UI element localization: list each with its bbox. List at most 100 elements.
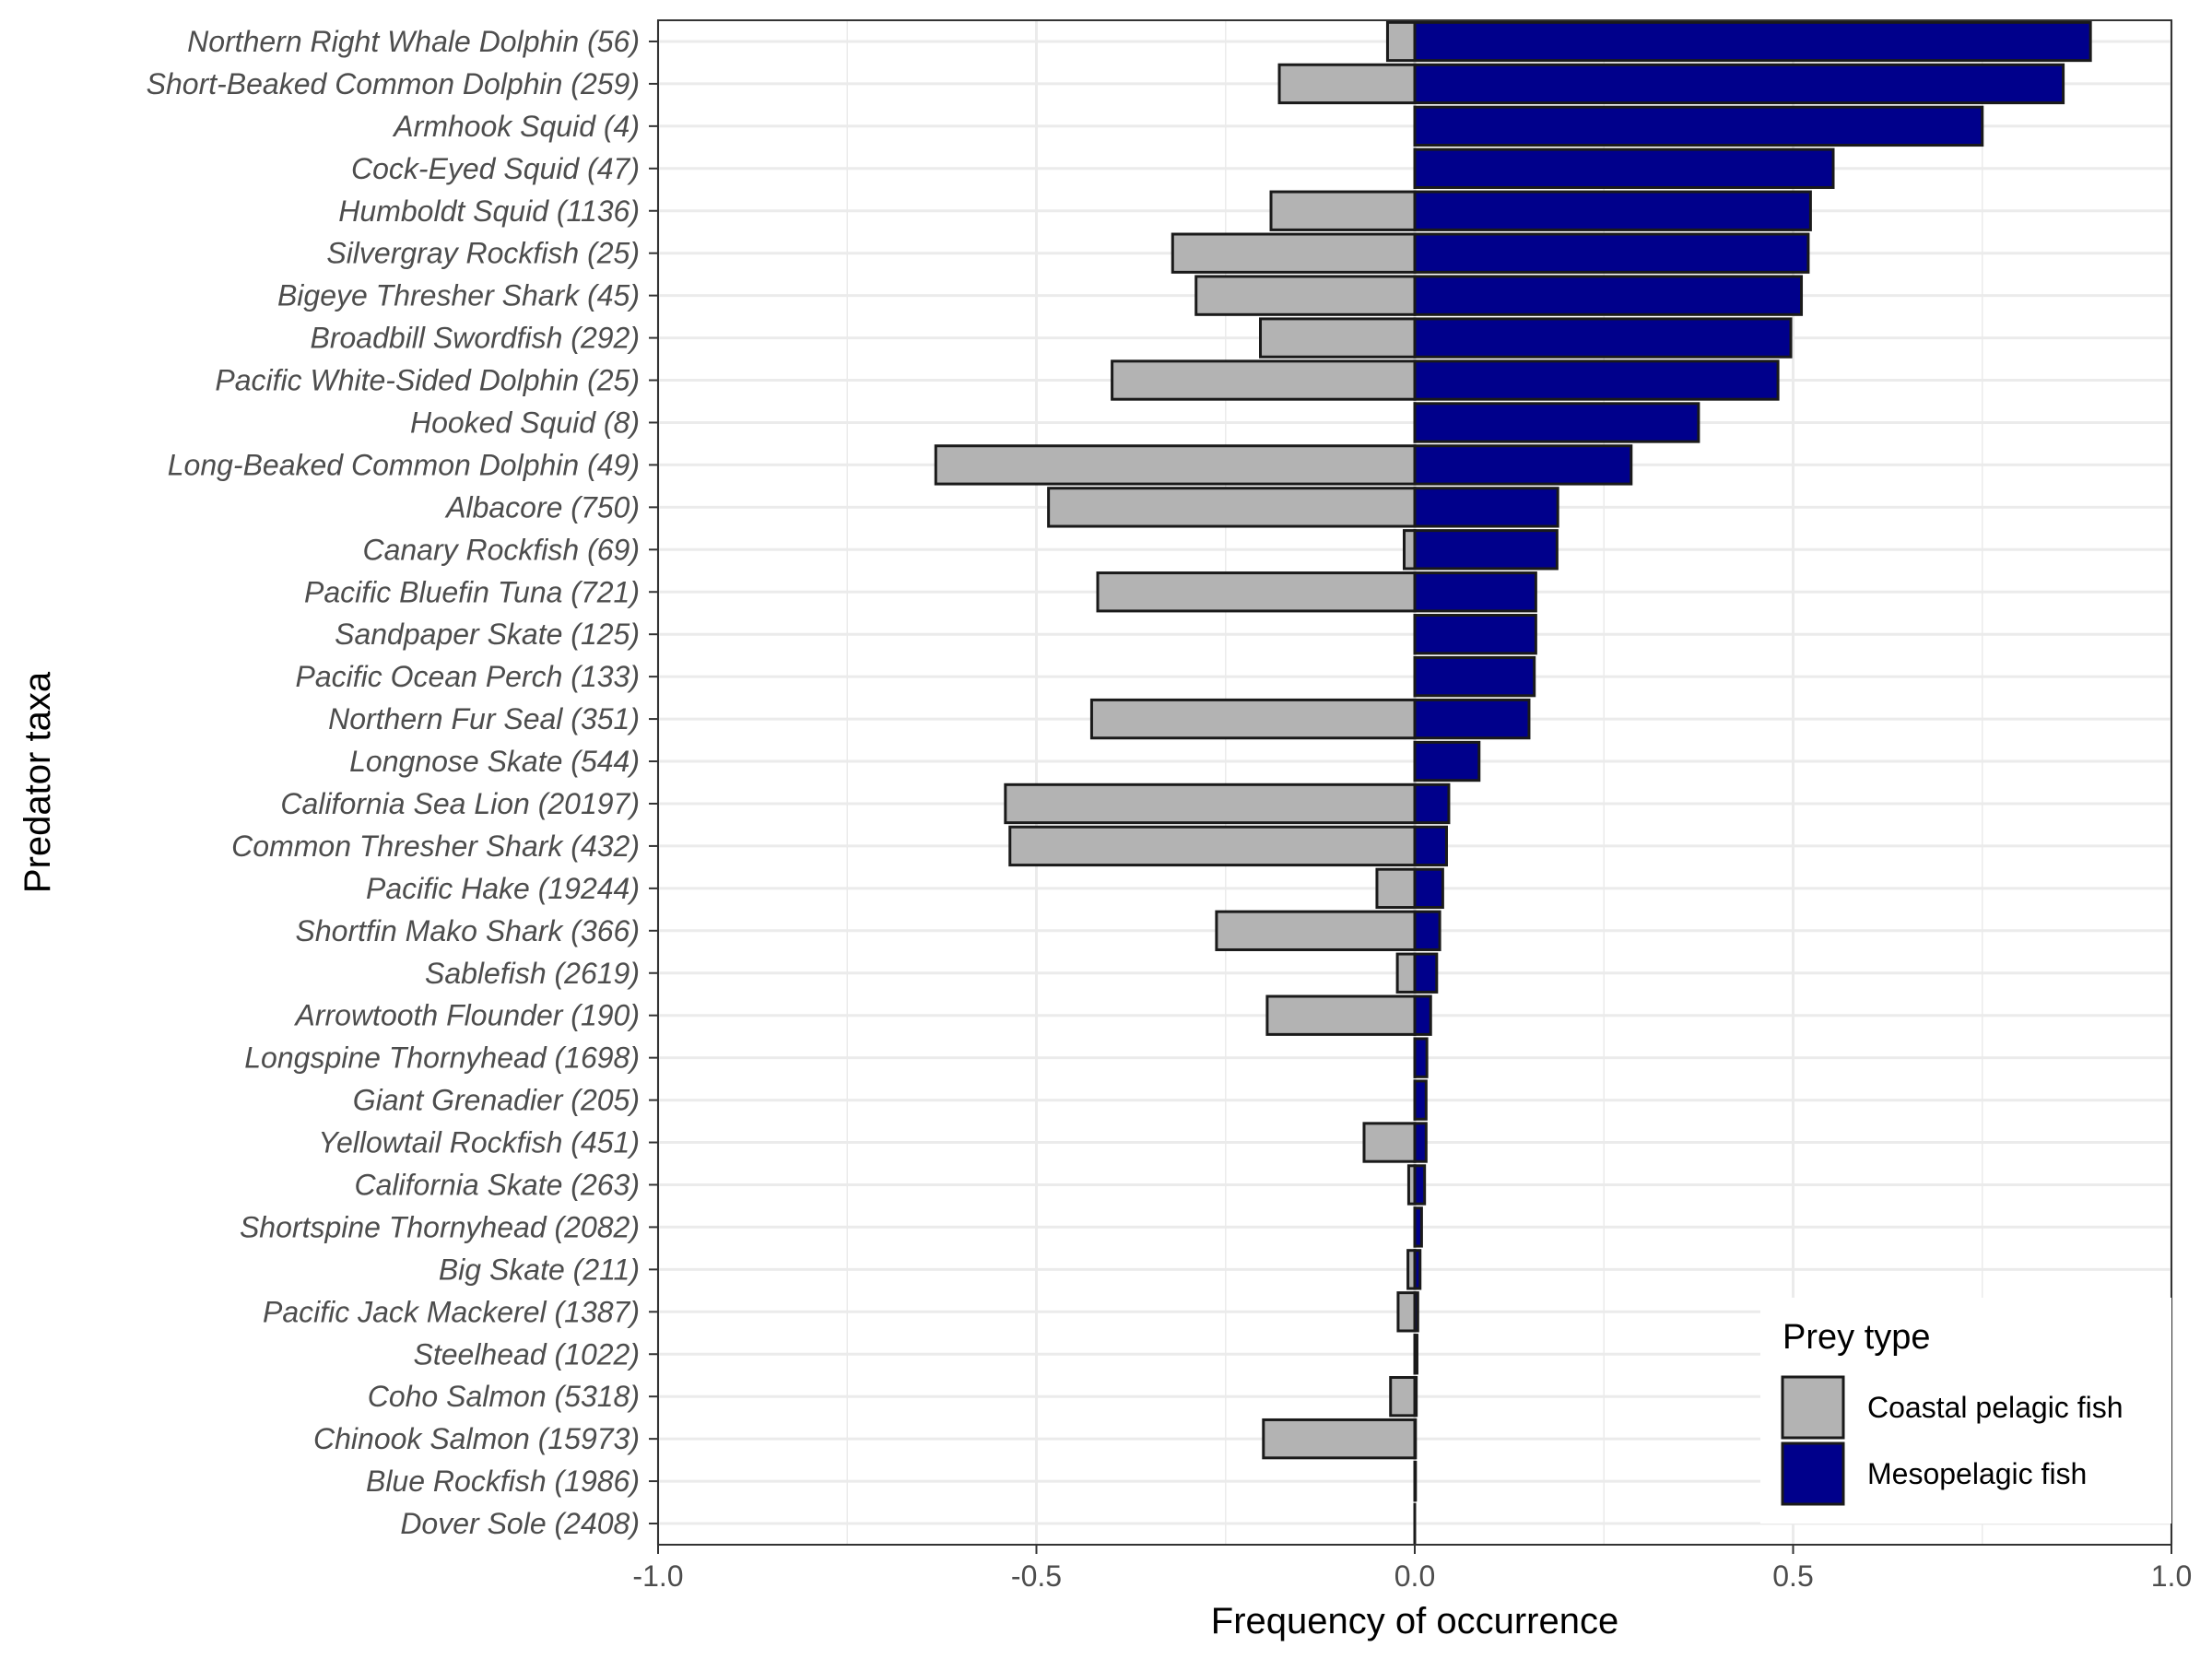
y-tick-label: Longspine Thornyhead (1698) (244, 1041, 640, 1075)
y-axis-title: Predator taxa (18, 671, 58, 893)
y-tick-label: Pacific Jack Mackerel (1387) (263, 1295, 640, 1328)
bar-mesopelagic-fish-bigeye-thresher-shark (1413, 275, 1804, 316)
bar-mesopelagic-fish-broadbill-swordfish (1413, 317, 1793, 359)
bar-coastal-pelagic-fish-common-thresher-shark (1008, 825, 1417, 867)
y-tick-label: Pacific Ocean Perch (133) (296, 660, 641, 693)
x-tick-label: -0.5 (1011, 1559, 1062, 1593)
legend-label-mesopelagic-fish: Mesopelagic fish (1867, 1457, 2087, 1490)
bar-coastal-pelagic-fish-northern-fur-seal (1089, 698, 1417, 740)
bar-mesopelagic-fish-hooked-squid (1413, 402, 1700, 443)
y-tick-label: California Sea Lion (20197) (280, 787, 640, 820)
bar-mesopelagic-fish-pacific-jack-mackerel (1413, 1291, 1419, 1333)
bar-mesopelagic-fish-northern-right-whale-dolphin (1413, 20, 2092, 63)
y-tick-label: Northern Fur Seal (351) (328, 702, 640, 735)
bar-mesopelagic-fish-albacore (1413, 487, 1559, 528)
x-tick-label: 0.0 (1394, 1559, 1435, 1593)
bar-coastal-pelagic-fish-pacific-jack-mackerel (1396, 1291, 1417, 1333)
bar-mesopelagic-fish-blue-rockfish (1413, 1460, 1418, 1502)
bar-coastal-pelagic-fish-shortfin-mako-shark (1215, 910, 1417, 951)
bar-mesopelagic-fish-sandpaper-skate (1413, 614, 1537, 655)
y-tick-label: Humboldt Squid (1136) (338, 194, 640, 228)
y-tick-label: Arrowtooth Flounder (190) (293, 999, 640, 1032)
bar-mesopelagic-fish-big-skate (1413, 1249, 1422, 1290)
bar-coastal-pelagic-fish-sablefish (1395, 952, 1417, 994)
bar-coastal-pelagic-fish-pacific-hake (1375, 867, 1417, 910)
bar-coastal-pelagic-fish-northern-right-whale-dolphin (1385, 20, 1417, 63)
y-tick-label: Coho Salmon (5318) (368, 1380, 640, 1413)
bar-mesopelagic-fish-northern-fur-seal (1413, 698, 1531, 740)
bar-mesopelagic-fish-humboldt-squid (1413, 190, 1812, 231)
y-tick-label: California Skate (263) (355, 1168, 640, 1201)
legend-label-coastal-pelagic-fish: Coastal pelagic fish (1867, 1391, 2123, 1424)
bar-coastal-pelagic-fish-yellowtail-rockfish (1362, 1122, 1417, 1163)
y-tick-label: Pacific Bluefin Tuna (721) (304, 575, 640, 608)
bar-mesopelagic-fish-longspine-thornyhead (1413, 1037, 1429, 1078)
bar-mesopelagic-fish-california-skate (1413, 1164, 1427, 1206)
bar-mesopelagic-fish-coho-salmon (1413, 1376, 1418, 1418)
y-tick-label: Northern Right Whale Dolphin (56) (187, 25, 640, 58)
x-tick-label: -1.0 (632, 1559, 683, 1593)
y-tick-label: Short-Beaked Common Dolphin (259) (147, 67, 640, 100)
y-tick-label: Shortfin Mako Shark (366) (296, 914, 641, 947)
bar-coastal-pelagic-fish-canary-rockfish (1403, 529, 1417, 571)
bar-coastal-pelagic-fish-albacore (1047, 487, 1417, 528)
bar-mesopelagic-fish-yellowtail-rockfish (1413, 1122, 1428, 1163)
legend-title: Prey type (1783, 1318, 1931, 1357)
legend-key-coastal-pelagic-fish (1781, 1375, 1845, 1440)
y-tick-label: Cock-Eyed Squid (47) (351, 152, 640, 185)
x-tick-label: 1.0 (2151, 1559, 2192, 1593)
bar-coastal-pelagic-fish-chinook-salmon (1262, 1418, 1417, 1460)
bar-coastal-pelagic-fish-arrowtooth-flounder (1265, 994, 1417, 1036)
y-tick-label: Silvergray Rockfish (25) (326, 237, 640, 270)
y-tick-label: Sandpaper Skate (125) (335, 618, 640, 651)
y-tick-label: Pacific Hake (19244) (366, 872, 640, 905)
x-axis: -1.0 -0.5 0.0 0.5 1.0 (632, 1545, 2192, 1593)
y-tick-label: Common Thresher Shark (432) (231, 830, 640, 863)
bar-coastal-pelagic-fish-bigeye-thresher-shark (1194, 275, 1417, 316)
bar-mesopelagic-fish-pacific-bluefin-tuna (1413, 571, 1537, 613)
bar-mesopelagic-fish-silvergray-rockfish (1413, 232, 1810, 274)
bar-layer (934, 20, 2092, 1545)
y-tick-label: Yellowtail Rockfish (451) (318, 1126, 640, 1159)
bar-mesopelagic-fish-pacific-ocean-perch (1413, 655, 1536, 698)
y-tick-label: Steelhead (1022) (413, 1337, 640, 1371)
bar-coastal-pelagic-fish-california-sea-lion (1004, 782, 1417, 825)
bar-mesopelagic-fish-pacific-white-sided-dolphin (1413, 359, 1780, 401)
y-tick-label: Sablefish (2619) (425, 957, 640, 990)
y-tick-label: Longnose Skate (544) (349, 745, 640, 778)
bar-coastal-pelagic-fish-short-beaked-common-dolphin (1277, 63, 1417, 105)
y-tick-label: Pacific White-Sided Dolphin (25) (215, 364, 640, 397)
bar-mesopelagic-fish-long-beaked-common-dolphin (1413, 444, 1633, 486)
bar-mesopelagic-fish-california-sea-lion (1413, 782, 1451, 825)
bar-mesopelagic-fish-chinook-salmon (1413, 1418, 1418, 1460)
bar-coastal-pelagic-fish-broadbill-swordfish (1259, 317, 1417, 359)
y-axis: Northern Right Whale Dolphin (56) Short-B… (147, 25, 658, 1540)
x-axis-title: Frequency of occurrence (1211, 1601, 1618, 1641)
bar-coastal-pelagic-fish-pacific-bluefin-tuna (1096, 571, 1417, 613)
bar-coastal-pelagic-fish-silvergray-rockfish (1171, 232, 1417, 274)
bar-mesopelagic-fish-shortspine-thornyhead (1413, 1206, 1423, 1248)
bar-mesopelagic-fish-canary-rockfish (1413, 529, 1559, 571)
bar-coastal-pelagic-fish-long-beaked-common-dolphin (934, 444, 1417, 486)
bar-mesopelagic-fish-steelhead (1413, 1334, 1418, 1375)
legend: Prey type Coastal pelagic fish Mesopelag… (1760, 1298, 2171, 1524)
y-tick-label: Canary Rockfish (69) (362, 533, 640, 566)
bar-mesopelagic-fish-shortfin-mako-shark (1413, 910, 1441, 951)
bar-mesopelagic-fish-longnose-skate (1413, 740, 1481, 782)
bar-mesopelagic-fish-cock-eyed-squid (1413, 147, 1835, 189)
bar-mesopelagic-fish-short-beaked-common-dolphin (1413, 63, 2065, 105)
y-tick-label: Shortspine Thornyhead (2082) (240, 1210, 640, 1243)
y-tick-label: Albacore (750) (444, 490, 640, 524)
legend-key-mesopelagic-fish (1781, 1441, 1845, 1506)
y-tick-label: Armhook Squid (4) (392, 110, 640, 143)
bar-mesopelagic-fish-common-thresher-shark (1413, 825, 1448, 867)
x-tick-label: 0.5 (1772, 1559, 1813, 1593)
bar-mesopelagic-fish-sablefish (1413, 952, 1439, 994)
y-tick-label: Broadbill Swordfish (292) (311, 322, 641, 355)
y-tick-label: Hooked Squid (8) (410, 406, 640, 439)
bar-mesopelagic-fish-giant-grenadier (1413, 1079, 1428, 1121)
bar-coastal-pelagic-fish-coho-salmon (1389, 1376, 1417, 1418)
bar-mesopelagic-fish-pacific-hake (1413, 867, 1444, 910)
bar-coastal-pelagic-fish-pacific-white-sided-dolphin (1111, 359, 1417, 401)
